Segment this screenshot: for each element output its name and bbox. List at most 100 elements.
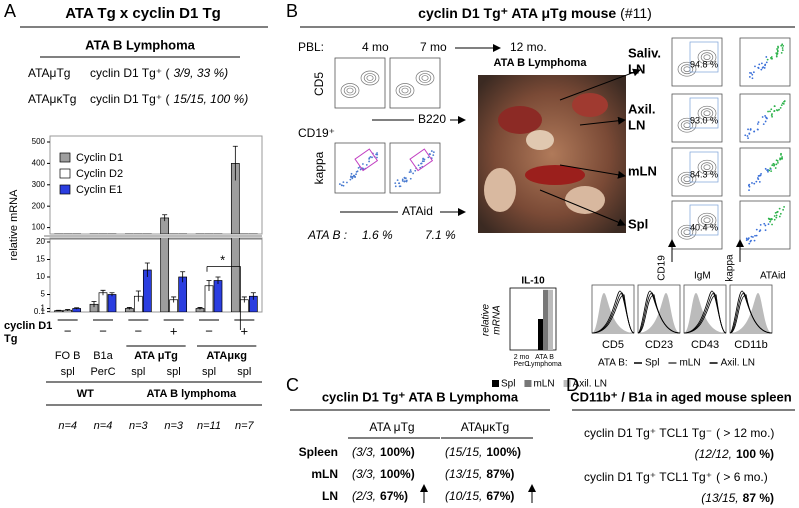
event-dot (756, 123, 759, 125)
strain: ATAμκTg (28, 92, 76, 106)
label-part: cyclin D1 Tg⁺ TCL1 Tg⁻ (584, 426, 712, 440)
histogram-control (684, 293, 726, 333)
marker-label: CD43 (691, 339, 719, 351)
event-dot (773, 218, 776, 221)
incidence: cyclin D1 Tg⁺ (3/9, 33 %) (90, 66, 228, 80)
event-dot (778, 207, 781, 210)
panel-label: D (566, 375, 579, 395)
group-label: cyclin D1 Tg⁺ TCL1 Tg⁺ ( > 6 mo.) (584, 470, 768, 484)
cohort: ATA B lymphoma (147, 388, 238, 400)
error-bar (207, 247, 212, 248)
event-dot (350, 172, 353, 175)
event-dot (403, 180, 406, 183)
event-dot (758, 63, 761, 66)
event-dot (780, 44, 783, 47)
event-dot (765, 61, 768, 64)
event-dot (781, 49, 784, 52)
event-dot (754, 234, 756, 237)
bar (160, 238, 170, 312)
event-dot (751, 77, 754, 80)
event-dot (761, 116, 764, 118)
gate-percent: 40.4 % (690, 222, 718, 232)
photo-label: ATA B Lymphoma (494, 57, 588, 69)
annotation: * (220, 253, 225, 268)
photo-organ (526, 130, 554, 150)
x-tick-label: PerC (90, 366, 115, 378)
label-part: 100%) (380, 445, 415, 459)
event-dot (748, 132, 751, 135)
event-dot (763, 67, 766, 69)
event-dot (409, 169, 412, 171)
flow-plot (739, 37, 791, 87)
error-bar (241, 296, 247, 303)
event-dot (408, 171, 411, 173)
gate-percent: 84.3 % (690, 169, 718, 179)
event-dot (771, 164, 774, 167)
event-dot (744, 134, 747, 137)
event-dot (401, 178, 404, 181)
label-part: cyclin D1 Tg⁺ ATA μTg mouse (418, 5, 616, 21)
photo-organ (484, 168, 516, 212)
event-dot (775, 163, 778, 166)
event-dot (430, 150, 433, 152)
event-dot (769, 220, 771, 223)
event-dot (764, 229, 767, 232)
contour (401, 87, 409, 94)
event-dot (394, 182, 397, 185)
event-dot (770, 108, 773, 111)
y-tick-label: 100 (32, 223, 46, 232)
gate (689, 97, 719, 129)
contour (363, 73, 377, 83)
ata-b-value: 1.6 % (362, 228, 393, 242)
event-dot (759, 229, 762, 232)
event-dot (760, 62, 763, 65)
legend-swatch (492, 380, 499, 387)
axis-label: B220 (418, 112, 446, 126)
event-dot (361, 163, 364, 165)
event-dot (773, 105, 776, 108)
error-bar (56, 309, 62, 311)
event-dot (769, 110, 771, 113)
contour (395, 83, 415, 98)
contour (700, 162, 714, 173)
event-dot (351, 177, 354, 180)
error-bar (135, 290, 141, 302)
event-dot (762, 66, 765, 69)
contour (703, 217, 711, 223)
y-axis-label: relative (481, 303, 492, 336)
arrow (559, 68, 641, 101)
row-label: Spleen (299, 445, 338, 459)
event-dot (779, 157, 781, 160)
histogram-line (591, 294, 635, 334)
event-dot (752, 71, 755, 74)
legend-label: mLN (533, 379, 554, 390)
event-dot (780, 104, 783, 106)
label-part: 67%) (486, 489, 514, 503)
panel-label: B (286, 1, 298, 21)
event-dot (410, 170, 412, 173)
upper-panel (54, 145, 258, 248)
event-dot (755, 234, 758, 237)
event-dot (349, 178, 352, 181)
legend-swatch (563, 380, 571, 387)
organ-label: Axil. (628, 101, 655, 116)
contour (680, 227, 694, 238)
label-part: 3/9, 33 %) (173, 66, 228, 80)
event-dot (771, 113, 773, 115)
axis-label: CD5 (312, 72, 326, 96)
timeline: 7 mo (420, 40, 447, 54)
sample-size: n=4 (58, 420, 77, 432)
error-bar (144, 262, 150, 277)
table-cell: (10/15, 67%) (445, 489, 514, 503)
event-dot (745, 237, 748, 240)
event-dot (780, 153, 782, 156)
bar (230, 238, 240, 312)
genotype-sign: − (135, 323, 143, 338)
panel-label: A (4, 1, 16, 21)
event-dot (757, 178, 760, 181)
legend-swatch (524, 380, 532, 387)
arrow (579, 116, 626, 126)
error-bar (145, 246, 150, 247)
event-dot (781, 157, 783, 160)
